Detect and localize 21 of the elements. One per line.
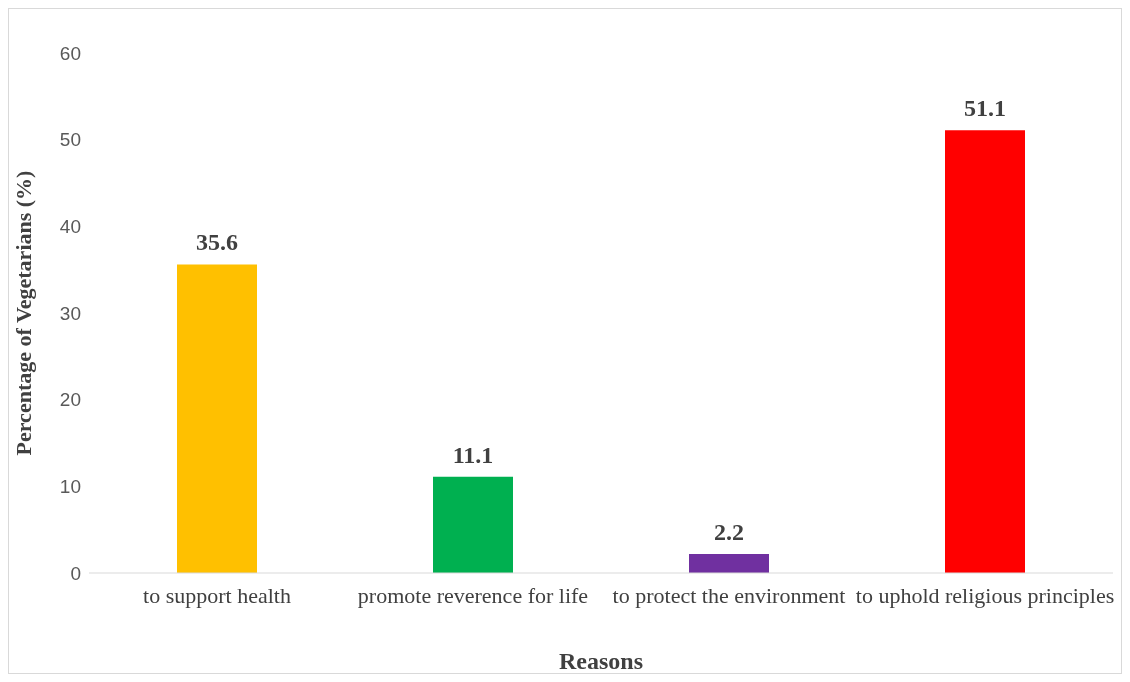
bar bbox=[177, 264, 257, 573]
data-label: 51.1 bbox=[964, 95, 1006, 122]
bar bbox=[945, 130, 1025, 573]
y-axis-title: Percentage of Vegetarians (%) bbox=[10, 170, 36, 456]
y-tick-label: 20 bbox=[59, 389, 81, 411]
data-label: 11.1 bbox=[452, 441, 494, 468]
y-tick-label: 60 bbox=[59, 42, 81, 64]
y-tick-label: 50 bbox=[59, 129, 81, 151]
x-tick-label: to protect the environment bbox=[612, 582, 846, 608]
data-label: 35.6 bbox=[196, 229, 238, 256]
data-label: 2.2 bbox=[714, 518, 744, 545]
y-tick-label: 30 bbox=[59, 302, 81, 324]
x-tick-label: to support health bbox=[143, 582, 291, 608]
x-tick-label: promote reverence for life bbox=[357, 582, 589, 608]
bar bbox=[433, 476, 513, 573]
y-tick-label: 0 bbox=[70, 562, 81, 584]
bar bbox=[689, 553, 769, 573]
y-tick-label: 40 bbox=[59, 216, 81, 238]
y-tick-label: 10 bbox=[59, 476, 81, 498]
x-axis-title: Reasons bbox=[558, 648, 644, 674]
x-tick-label: to uphold religious principles bbox=[855, 582, 1115, 608]
